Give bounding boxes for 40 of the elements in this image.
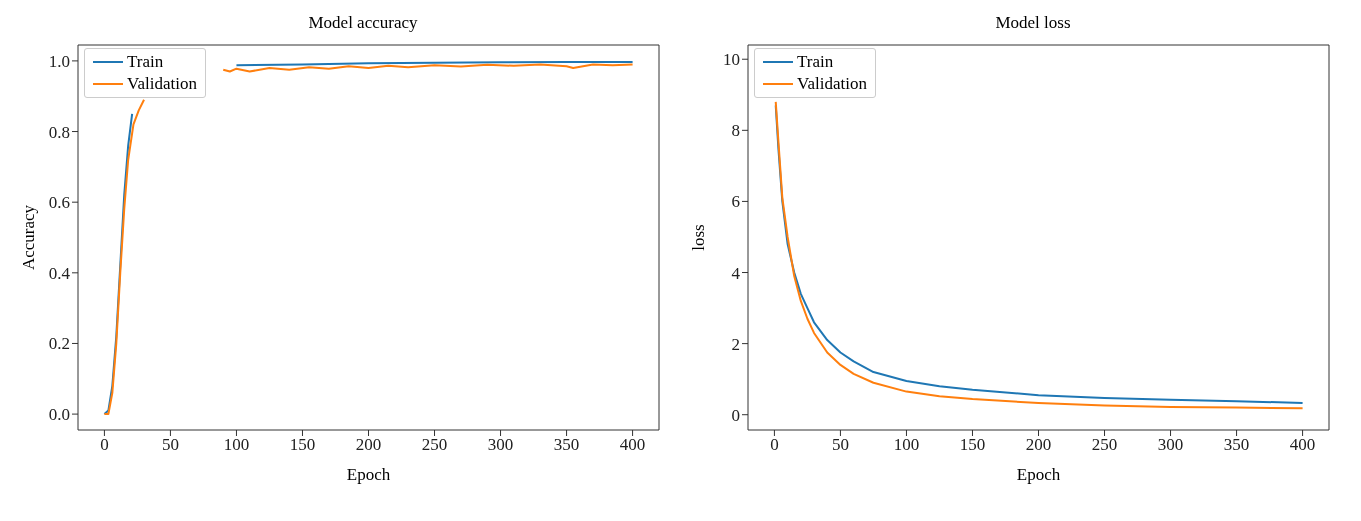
x-tick-label: 250 [421, 435, 448, 455]
y-tick-label: 0.6 [48, 193, 70, 213]
x-tick-label: 100 [893, 435, 920, 455]
x-tick-label: 150 [959, 435, 986, 455]
y-tick-label: 4 [731, 263, 741, 283]
x-tick-label: 0 [100, 435, 109, 455]
y-tick-label: 0.8 [48, 122, 70, 142]
x-tick-label: 200 [1025, 435, 1052, 455]
x-axis-title: Epoch [1016, 465, 1061, 484]
chart-title: Model loss [995, 13, 1071, 32]
y-tick-label: 2 [731, 334, 740, 354]
legend-label: Validation [127, 73, 197, 95]
legend-label: Train [127, 51, 164, 73]
x-tick-label: 300 [487, 435, 514, 455]
x-tick-label: 350 [1223, 435, 1250, 455]
y-tick-label: 1.0 [48, 51, 70, 71]
x-axis-title: Epoch [346, 465, 391, 484]
x-tick-label: 400 [619, 435, 646, 455]
y-tick-label: 6 [731, 192, 740, 212]
x-tick-label: 50 [831, 435, 849, 455]
y-tick-label: 8 [731, 121, 740, 141]
legend-label: Train [797, 51, 834, 73]
y-tick-label: 0.0 [48, 405, 70, 425]
y-tick-label: 10 [723, 50, 740, 70]
y-tick-label: 0.4 [48, 263, 71, 283]
x-tick-label: 250 [1091, 435, 1118, 455]
x-tick-label: 150 [289, 435, 316, 455]
legend-label: Validation [797, 73, 867, 95]
y-axis-title: loss [689, 224, 709, 251]
x-tick-label: 200 [355, 435, 382, 455]
chart-title: Model accuracy [308, 13, 419, 32]
x-tick-label: 300 [1157, 435, 1184, 455]
y-tick-label: 0 [731, 405, 740, 425]
y-tick-label: 0.2 [48, 334, 70, 354]
x-tick-label: 350 [553, 435, 580, 455]
x-tick-label: 0 [770, 435, 779, 455]
x-tick-label: 100 [223, 435, 250, 455]
x-tick-label: 400 [1289, 435, 1316, 455]
y-axis-title: Accuracy [19, 204, 39, 271]
x-tick-label: 50 [161, 435, 179, 455]
